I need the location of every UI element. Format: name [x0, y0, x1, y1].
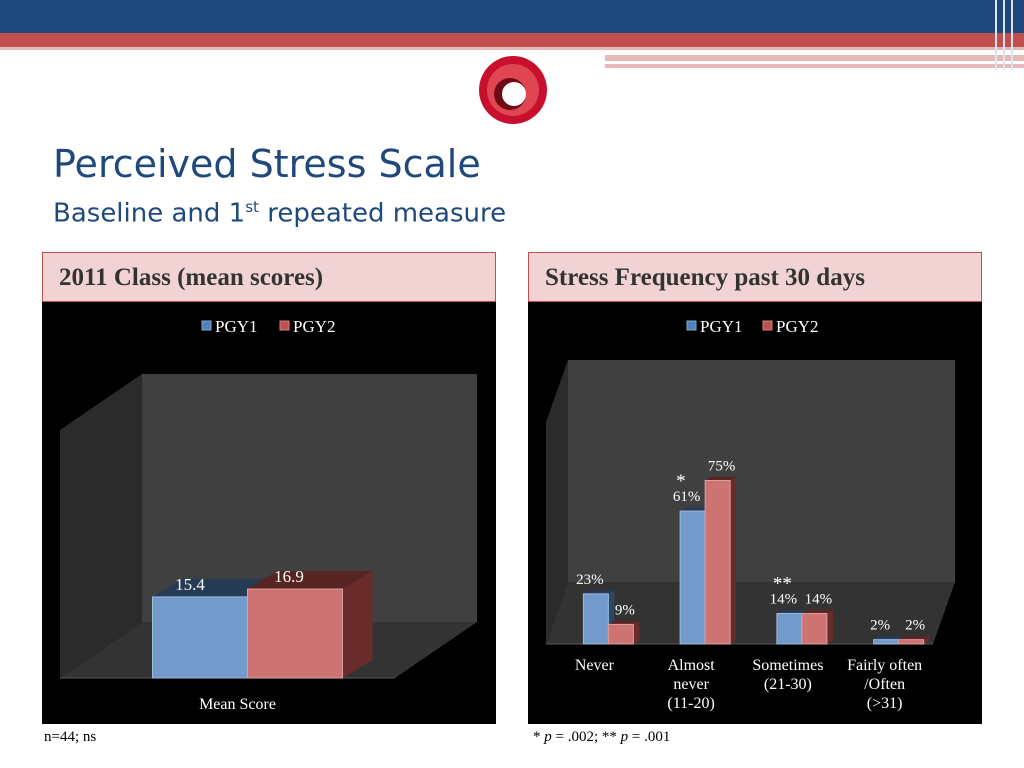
data-label: 23% — [576, 572, 604, 588]
logo-icon — [479, 56, 547, 124]
bar-top-pgy1 — [873, 636, 905, 640]
bar-pgy1 — [152, 596, 248, 679]
bar-pgy1 — [679, 510, 706, 645]
legend-swatch-pgy1 — [201, 320, 212, 331]
data-label: 14% — [770, 591, 798, 607]
bar-top-pgy2 — [898, 636, 930, 640]
bar-side-pgy2 — [730, 476, 737, 644]
left-panel-header: 2011 Class (mean scores) — [42, 252, 496, 302]
right-footnote: * p = .002; ** p = .001 — [533, 729, 671, 745]
category-label: Mean Score — [199, 696, 276, 713]
data-label: 16.9 — [274, 567, 304, 586]
bar-top-pgy2 — [247, 570, 373, 589]
bar-side-pgy2 — [826, 609, 833, 644]
right-panel-header: Stress Frequency past 30 days — [528, 252, 982, 302]
data-label: 9% — [615, 602, 635, 618]
bar-pgy2 — [607, 623, 634, 645]
side-wall — [60, 374, 142, 678]
vertical-stripe — [1003, 0, 1005, 70]
bar-pgy1 — [582, 593, 609, 645]
bar-pgy2 — [704, 480, 731, 645]
side-wall — [546, 360, 568, 644]
category-label: Almost — [668, 657, 716, 674]
bar-side-pgy2 — [633, 620, 640, 644]
category-label: (21-30) — [764, 676, 812, 693]
legend-swatch-pgy1 — [686, 320, 697, 331]
legend-label-pgy2: PGY2 — [293, 317, 336, 336]
legend-swatch-pgy2 — [762, 320, 773, 331]
bar-top-pgy2 — [705, 476, 737, 481]
data-label: 14% — [805, 591, 833, 607]
category-label: Fairly often — [847, 657, 922, 674]
data-label: 2% — [905, 618, 925, 634]
vertical-stripe — [995, 0, 997, 70]
bar-side-pgy2 — [923, 636, 930, 644]
category-label: (11-20) — [667, 695, 714, 712]
data-label: 61% — [673, 489, 701, 505]
pink-stripe-right-lower — [605, 64, 1024, 68]
bar-pgy2 — [898, 639, 925, 645]
legend-label-pgy1: PGY1 — [215, 317, 258, 336]
significance-marker: * — [676, 471, 686, 492]
significance-marker: ** — [773, 573, 792, 594]
slide-subtitle: Baseline and 1st repeated measure — [53, 198, 507, 229]
category-label: /Often — [864, 676, 905, 693]
data-label: 15.4 — [175, 575, 205, 594]
back-wall — [568, 360, 955, 582]
bar-top-pgy2 — [801, 609, 833, 614]
bar-pgy1 — [873, 639, 900, 645]
category-label: (>31) — [867, 695, 903, 712]
bar-pgy2 — [247, 588, 343, 679]
stress-frequency-chart-svg: PGY1 PGY2 23% 9% Never 61% 75% * Almost never (11-… — [546, 317, 955, 712]
data-label: 75% — [708, 459, 736, 475]
pink-stripe-right — [605, 55, 1024, 61]
stress-frequency-chart: PGY1 PGY2 23% 9% Never 61% 75% * Almost never (11-… — [528, 302, 982, 724]
category-label: never — [673, 676, 709, 693]
top-banner — [0, 0, 1024, 33]
red-banner — [0, 33, 1024, 47]
floor — [546, 582, 955, 644]
mean-score-chart-svg: PGY1 PGY2 15.4 16.9 Mean Score — [60, 317, 477, 713]
bar-top-pgy1 — [776, 609, 808, 614]
bar-side-pgy2 — [342, 570, 373, 678]
category-label: Never — [575, 657, 615, 674]
bar-top-pgy1 — [152, 578, 278, 597]
slide-title: Perceived Stress Scale — [53, 142, 481, 186]
pink-stripe — [0, 47, 1024, 50]
bar-top-pgy1 — [583, 590, 615, 594]
legend-swatch-pgy2 — [279, 320, 290, 331]
data-label: 2% — [870, 618, 890, 634]
left-footnote: n=44; ns — [44, 729, 97, 745]
mean-score-chart: PGY1 PGY2 15.4 16.9 Mean Score — [42, 302, 496, 724]
bar-pgy2 — [801, 612, 828, 645]
vertical-stripe — [1011, 0, 1013, 70]
bar-top-pgy2 — [608, 620, 640, 625]
legend-label-pgy1: PGY1 — [700, 317, 743, 336]
bar-top-pgy1 — [680, 507, 712, 512]
category-label: Sometimes — [752, 657, 823, 674]
bar-pgy1 — [776, 612, 803, 645]
legend-label-pgy2: PGY2 — [776, 317, 819, 336]
